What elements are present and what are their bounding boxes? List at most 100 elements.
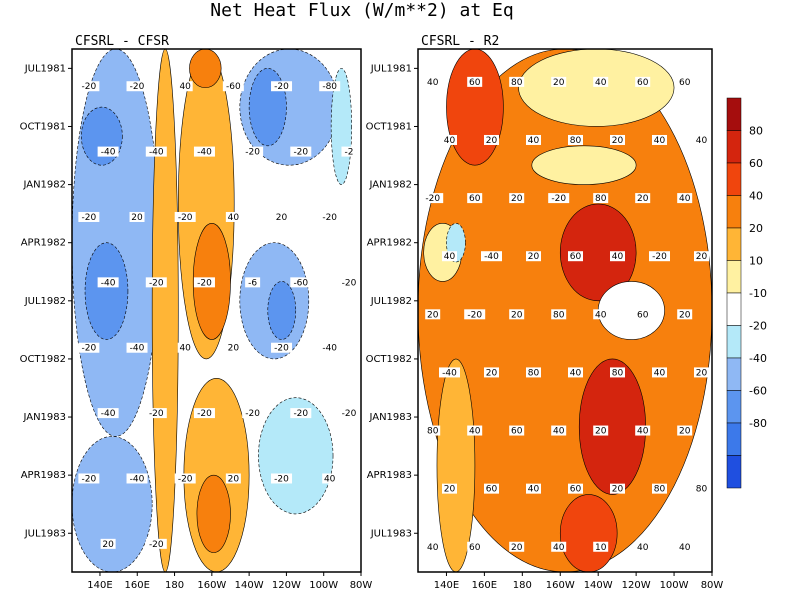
svg-text:80W: 80W <box>350 580 373 591</box>
colorbar-box <box>726 227 742 261</box>
svg-text:80: 80 <box>696 485 708 495</box>
contour-label: 80 <box>610 367 625 378</box>
colorbar-box <box>726 292 742 326</box>
svg-text:-20: -20 <box>551 194 566 204</box>
contour-label: 20 <box>635 193 651 204</box>
contour-label: -20 <box>338 408 360 419</box>
contour-label: 20 <box>677 425 693 437</box>
svg-text:JAN1982: JAN1982 <box>368 180 412 191</box>
svg-text:JUL1981: JUL1981 <box>24 63 66 74</box>
svg-text:10: 10 <box>595 543 607 553</box>
svg-text:40: 40 <box>637 543 649 553</box>
x-tick: 160E <box>125 572 150 591</box>
svg-text:20: 20 <box>228 344 240 354</box>
contour-label: -20 <box>290 146 312 158</box>
y-tick: OCT1981 <box>20 121 72 132</box>
contour-label: 40 <box>467 425 483 437</box>
colorbar-label: -20 <box>749 320 767 333</box>
contour-label: -20 <box>271 473 293 484</box>
x-tick: 180 <box>165 572 184 591</box>
y-tick: JAN1983 <box>368 412 418 423</box>
svg-text:-2: -2 <box>344 148 353 158</box>
colorbar-box <box>726 97 742 131</box>
x-tick: 80W <box>701 572 723 591</box>
svg-text:-20: -20 <box>245 148 260 158</box>
svg-text:JUL1983: JUL1983 <box>370 528 412 539</box>
y-tick: JAN1982 <box>22 180 72 191</box>
y-tick: JUL1982 <box>370 296 418 307</box>
contour-label: 20 <box>694 367 709 378</box>
contour-label: -20 <box>126 81 148 92</box>
colorbar-box <box>726 195 742 229</box>
contour-label: 40 <box>551 425 567 437</box>
svg-text:60: 60 <box>486 485 498 495</box>
svg-text:80: 80 <box>654 485 666 495</box>
svg-text:-20: -20 <box>178 474 193 484</box>
y-tick: APR1983 <box>21 470 72 481</box>
svg-text:40: 40 <box>654 368 666 378</box>
contour-label: 80 <box>526 367 541 378</box>
svg-text:40: 40 <box>570 368 582 378</box>
svg-text:20: 20 <box>612 485 624 495</box>
svg-text:20: 20 <box>131 213 143 223</box>
contour-label: -20 <box>464 309 486 320</box>
contour-label: -20 <box>242 146 264 158</box>
x-tick: 140E <box>87 572 113 591</box>
svg-text:20: 20 <box>511 310 523 320</box>
svg-text:180: 180 <box>513 580 532 591</box>
contour-label: 80 <box>551 309 567 320</box>
svg-text:20: 20 <box>511 543 523 553</box>
contour-label: 80 <box>425 425 441 437</box>
contour-label: 20 <box>274 211 290 223</box>
y-tick: JUL1983 <box>370 528 418 539</box>
contour-label: 40 <box>677 541 693 553</box>
svg-text:-20: -20 <box>149 278 164 288</box>
y-tick: OCT1982 <box>366 354 418 365</box>
colorbar-label: 40 <box>749 190 763 203</box>
svg-text:40: 40 <box>654 136 666 146</box>
panel-frame <box>71 48 362 573</box>
x-tick: 80W <box>350 572 373 591</box>
svg-text:-60: -60 <box>293 278 308 288</box>
svg-text:-6: -6 <box>248 278 257 288</box>
svg-text:40: 40 <box>637 427 649 437</box>
svg-text:-40: -40 <box>101 278 116 288</box>
contour-label: 20 <box>610 134 625 146</box>
svg-text:80: 80 <box>511 78 523 88</box>
contour-label: 20 <box>100 538 116 550</box>
panel-2: 40 60 80 20 40 60 60 40 20 40 80 20 40 40 -20 60 20 -20 80… <box>366 34 724 591</box>
svg-text:-20: -20 <box>178 213 193 223</box>
colorbar-box <box>726 162 742 196</box>
svg-text:APR1983: APR1983 <box>367 470 412 481</box>
contour-label: 20 <box>509 541 525 553</box>
colorbar-label: -80 <box>749 417 767 430</box>
contour-label: -40 <box>126 473 148 484</box>
panel-1: -20 -20 40 -60 -20 -80 -40 -40 -40 -20 -20 -2 -20 20 -… <box>20 34 373 591</box>
y-tick: JUL1981 <box>24 63 72 74</box>
colorbar-box <box>726 357 742 391</box>
contour-label: -6 <box>245 277 261 288</box>
field-region <box>267 281 297 340</box>
field-region <box>248 68 287 147</box>
svg-text:40: 40 <box>427 543 439 553</box>
svg-text:JUL1983: JUL1983 <box>24 528 66 539</box>
svg-text:APR1982: APR1982 <box>21 238 66 249</box>
contour-label: 20 <box>425 309 441 320</box>
contour-label: -20 <box>193 277 215 288</box>
svg-text:20: 20 <box>228 474 240 484</box>
svg-text:60: 60 <box>637 310 649 320</box>
svg-text:40: 40 <box>553 427 565 437</box>
x-tick: 160W <box>197 572 226 591</box>
svg-text:160E: 160E <box>472 580 497 591</box>
contour-label: 80 <box>509 76 525 88</box>
contour-label: -20 <box>422 193 444 204</box>
contour-label: 40 <box>425 76 441 88</box>
contour-label: -20 <box>174 473 196 484</box>
svg-text:80: 80 <box>528 368 540 378</box>
x-tick: 140E <box>434 572 459 591</box>
svg-text:160E: 160E <box>125 580 150 591</box>
svg-text:-40: -40 <box>197 148 212 158</box>
svg-text:40: 40 <box>324 474 336 484</box>
svg-text:60: 60 <box>469 543 481 553</box>
